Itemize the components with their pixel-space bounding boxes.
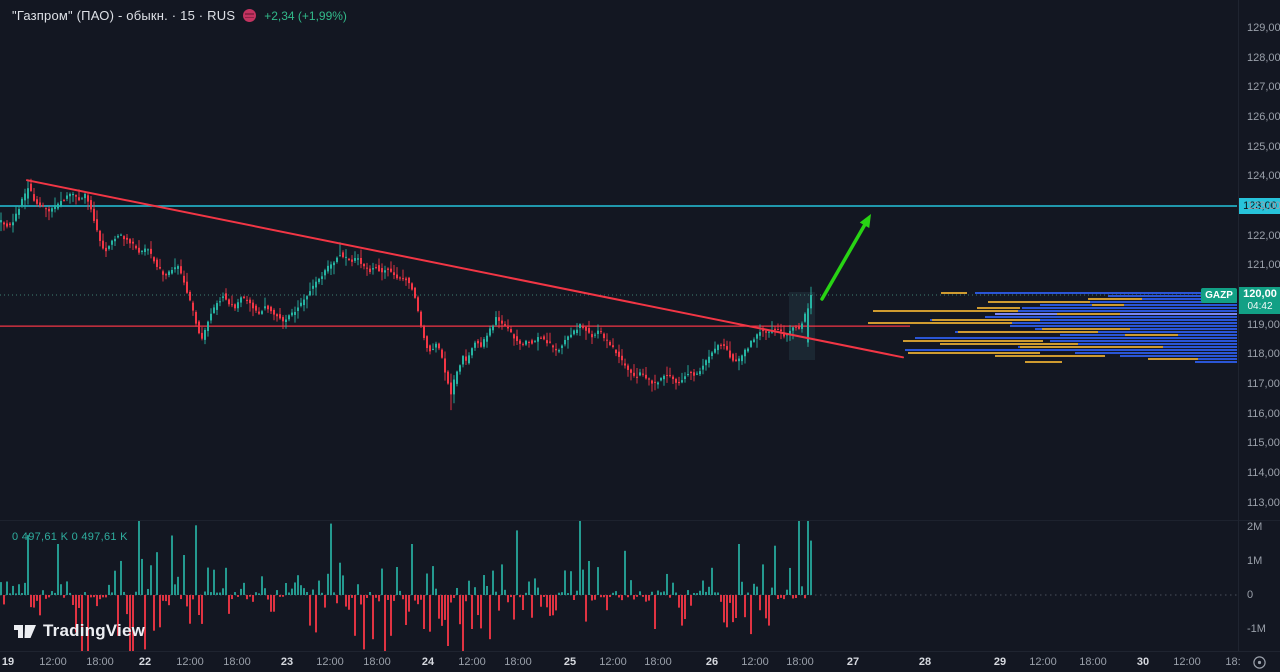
time-axis[interactable]: 19 12:00 18:00 22 12:00 18:00 23 12:00 18:00 24 12… <box>0 651 1280 672</box>
time-axis-label: 12:00 <box>458 656 486 668</box>
resistance-price-label: 123,00 <box>1239 198 1280 214</box>
time-axis-day-label: 26 <box>705 656 719 668</box>
price-axis-label: 124,00 <box>1247 170 1280 183</box>
volume-axis-label: 1M <box>1247 555 1263 567</box>
time-axis-label: 18:00 <box>644 656 672 668</box>
price-axis-label: 129,00 <box>1247 21 1280 34</box>
price-axis-label: 115,00 <box>1247 437 1280 450</box>
pane-divider[interactable] <box>0 520 1280 521</box>
symbol-price-flag: GAZP <box>1201 288 1237 303</box>
price-axis-label: 126,00 <box>1247 110 1280 123</box>
time-axis-day-label: 19 <box>1 656 15 668</box>
last-price-value: 120,00 <box>1243 288 1277 300</box>
time-axis-day-label: 30 <box>1136 656 1150 668</box>
time-axis-day-label: 25 <box>563 656 577 668</box>
time-axis-label: 18:00 <box>1079 656 1107 668</box>
tradingview-logo-icon <box>14 625 36 638</box>
price-axis-label: 123,00 <box>1247 199 1280 212</box>
time-axis-label: 18:00 <box>363 656 391 668</box>
time-axis-label: 12:00 <box>39 656 67 668</box>
exchange-status-icon[interactable] <box>243 9 257 22</box>
time-axis-day-label: 23 <box>280 656 294 668</box>
time-axis-label: 18:00 <box>86 656 114 668</box>
tradingview-logo-text: TradingView <box>43 621 146 640</box>
tradingview-logo[interactable]: TradingView <box>14 621 145 641</box>
time-axis-label: 18:00 <box>786 656 814 668</box>
price-chart-canvas[interactable] <box>0 0 1238 651</box>
price-axis-label: 113,00 <box>1247 496 1280 509</box>
price-axis-label: 114,00 <box>1247 467 1280 479</box>
price-axis-label: 128,00 <box>1247 51 1280 64</box>
time-axis-label: 12:00 <box>176 656 204 668</box>
time-axis-day-label: 24 <box>421 656 435 668</box>
time-axis-day-label: 22 <box>138 656 152 668</box>
time-axis-label: 12:00 <box>1029 656 1057 668</box>
time-axis-label: 12:00 <box>741 656 769 668</box>
time-axis-day-label: 27 <box>846 656 860 668</box>
time-axis-label: 12:00 <box>316 656 344 668</box>
time-axis-label: 18:00 <box>223 656 251 668</box>
time-axis-day-label: 29 <box>993 656 1007 668</box>
price-axis-label: 116,00 <box>1247 407 1280 420</box>
session-settings-icon[interactable] <box>1252 655 1267 670</box>
price-axis[interactable]: 123,00 120,00 04:42 129,00 128,00 127,00 12… <box>1238 0 1280 651</box>
price-axis-label: 117,00 <box>1247 378 1280 390</box>
volume-axis-label: 0 <box>1247 589 1254 601</box>
price-change-value: +2,34 (+1,99%) <box>264 8 347 23</box>
time-axis-label: 18:00 <box>504 656 532 668</box>
symbol-title[interactable]: "Газпром" (ПАО) - обыкн. · 15 · RUS <box>12 8 236 23</box>
time-axis-day-label: 28 <box>918 656 932 668</box>
time-axis-label: 18: <box>1225 656 1241 668</box>
last-price-label: 120,00 04:42 <box>1239 287 1280 314</box>
volume-indicator-values: 0 497,61 K 0 497,61 K <box>12 531 128 543</box>
price-axis-label: 125,00 <box>1247 140 1280 153</box>
price-axis-label: 121,00 <box>1247 259 1280 272</box>
time-axis-label: 12:00 <box>1173 656 1201 668</box>
bar-countdown: 04:42 <box>1247 301 1273 312</box>
price-axis-label: 127,00 <box>1247 81 1280 94</box>
price-axis-label: 119,00 <box>1247 318 1280 331</box>
volume-axis-label: -1M <box>1247 623 1266 635</box>
symbol-header: "Газпром" (ПАО) - обыкн. · 15 · RUS +2,3… <box>12 8 347 23</box>
price-axis-label: 118,00 <box>1247 348 1280 361</box>
volume-axis-label: 2M <box>1247 521 1263 533</box>
time-axis-label: 12:00 <box>599 656 627 668</box>
price-axis-label: 122,00 <box>1247 229 1280 242</box>
